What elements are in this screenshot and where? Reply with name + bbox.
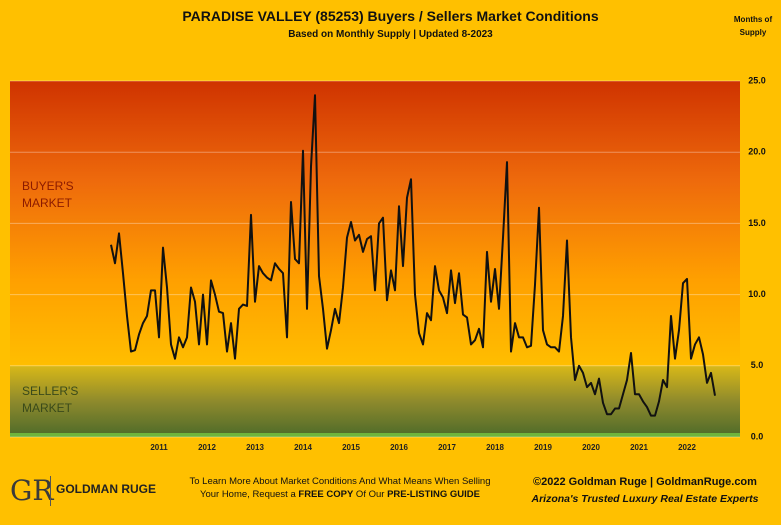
tagline: Arizona's Trusted Luxury Real Estate Exp… [531,493,759,505]
chart-title: PARADISE VALLEY (85253) Buyers / Sellers… [182,8,599,24]
x-tick-label: 2012 [198,443,216,452]
y-tick-label: 0.0 [751,431,764,441]
x-tick-label: 2020 [582,443,600,452]
x-tick-label: 2014 [294,443,312,452]
zone-label: BUYER'S MARKET [22,179,74,210]
y-tick-label: 5.0 [751,360,764,370]
seller-zone [10,366,740,437]
cta-text: PRE-LISTING GUIDE [387,489,480,500]
y-axis-label: Months of Supply [733,15,773,37]
y-tick-label: 20.0 [748,147,766,157]
x-tick-label: 2017 [438,443,456,452]
line [110,94,716,417]
x-tick-label: 2022 [678,443,696,452]
x-tick-label: 2021 [630,443,648,452]
y-tick-label: 25.0 [748,75,766,85]
x-tick-label: 2016 [390,443,408,452]
x-tick-label: 2015 [342,443,360,452]
chart: 0.0 5.0 10.0 15.0 20.0 25.0 2011 2012 2013 2014 20… [10,75,766,452]
logo-mark: GR [10,474,54,507]
x-tick-label: 2018 [486,443,504,452]
copyright: ©2022 Goldman Ruge | GoldmanRuge.com [533,476,757,488]
call-to-action: To Learn More About Market Conditions An… [180,475,500,501]
cta-text: Of Our [353,489,388,500]
cta-text: FREE COPY [298,489,354,500]
logo: GR GOLDMAN RUGE [10,474,170,510]
x-tick-label: 2013 [246,443,264,452]
logo-divider [50,476,51,506]
zone-label: SELLER'S MARKET [22,384,79,415]
x-tick-label: 2011 [150,443,168,452]
chart-subtitle: Based on Monthly Supply | Updated 8-2023 [288,29,493,40]
y-tick-label: 15.0 [748,218,766,228]
cta-text: To Learn More About Market Conditions An… [189,476,491,500]
buyer-zone [10,81,740,366]
zone-baseline [10,433,740,437]
x-tick-label: 2019 [534,443,552,452]
y-tick-label: 10.0 [748,289,766,299]
logo-name: GOLDMAN RUGE [56,482,156,496]
